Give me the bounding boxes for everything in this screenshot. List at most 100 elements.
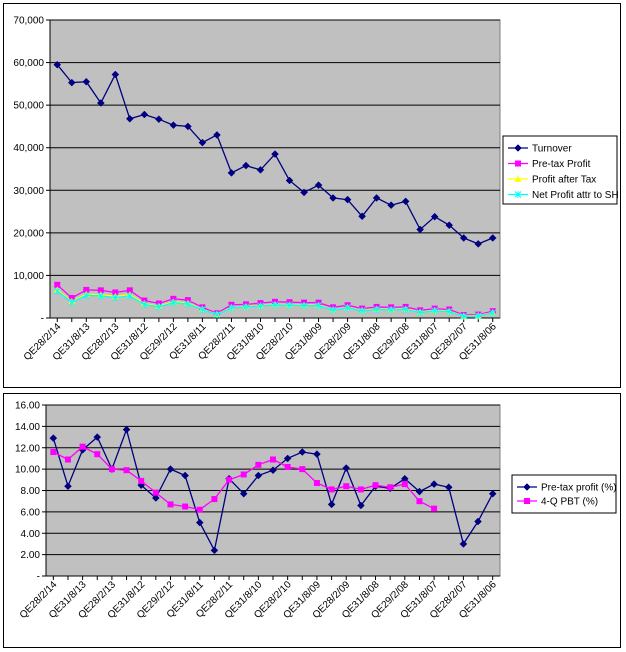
data-point: [155, 115, 163, 124]
data-point: [79, 443, 86, 450]
y-tick-label: 12.00: [15, 443, 40, 454]
y-tick-label: 60,000: [13, 58, 44, 69]
legend-marker: [524, 498, 530, 504]
data-point: [169, 121, 178, 130]
data-point: [327, 500, 336, 509]
data-point: [196, 506, 203, 513]
legend-box: [511, 474, 617, 514]
data-point: [357, 486, 364, 493]
data-point: [343, 195, 352, 204]
data-point: [170, 299, 177, 307]
data-point: [123, 467, 130, 474]
data-point: [213, 311, 221, 319]
data-point: [474, 517, 482, 526]
data-point: [240, 471, 247, 478]
data-point: [211, 496, 218, 503]
data-point: [401, 197, 410, 206]
data-point: [64, 456, 71, 463]
data-point: [184, 122, 192, 131]
data-point: [226, 476, 233, 483]
data-point: [387, 201, 395, 210]
data-point: [284, 463, 291, 470]
data-point: [488, 489, 497, 498]
data-point: [285, 176, 294, 185]
data-point: [402, 305, 409, 313]
data-point: [255, 461, 262, 468]
data-point: [182, 503, 189, 510]
data-point: [152, 489, 159, 496]
legend-label: Pre-tax profit (%): [541, 483, 617, 494]
data-point: [431, 307, 439, 315]
data-point: [329, 194, 337, 202]
data-point: [444, 483, 453, 492]
data-point: [401, 481, 408, 488]
data-point: [227, 168, 236, 177]
data-point: [97, 287, 104, 294]
data-point: [416, 308, 424, 316]
data-point: [140, 110, 149, 119]
data-point: [228, 304, 235, 312]
data-point: [125, 114, 134, 123]
data-point: [94, 451, 101, 458]
data-point: [195, 518, 204, 527]
data-point: [445, 308, 453, 316]
data-point: [254, 471, 263, 480]
data-point: [431, 505, 438, 512]
data-point: [358, 212, 366, 221]
data-point: [138, 477, 145, 484]
data-point: [184, 300, 192, 308]
data-point: [111, 70, 120, 79]
data-point: [97, 292, 105, 300]
legend-marker: [514, 144, 522, 152]
data-point: [298, 448, 307, 456]
data-point: [342, 464, 351, 472]
legend-label: 4-Q PBT (%): [541, 497, 598, 508]
y-tick-label: 70,000: [13, 16, 44, 27]
data-point: [459, 234, 468, 242]
data-point: [93, 433, 102, 441]
data-point: [270, 456, 276, 463]
data-point: [67, 78, 76, 87]
data-point: [126, 292, 134, 300]
data-point: [64, 482, 72, 491]
y-tick-label: 30,000: [13, 186, 44, 197]
plot-area: [49, 19, 501, 319]
data-point: [242, 303, 250, 311]
series-turnover: [53, 60, 497, 248]
data-point: [269, 466, 277, 475]
y-tick-label: 10.00: [15, 465, 40, 476]
data-point: [166, 465, 175, 473]
data-point: [315, 302, 322, 310]
data-point: [198, 138, 207, 147]
data-point: [474, 312, 482, 320]
legend-marker: [523, 483, 531, 491]
data-point: [50, 449, 57, 456]
legend-marker: [514, 175, 522, 182]
data-point: [257, 302, 264, 310]
legend-marker: [515, 160, 521, 167]
data-point: [141, 300, 148, 308]
y-tick-label: 6.00: [21, 507, 41, 518]
y-tick-label: -: [41, 314, 44, 325]
data-point: [96, 99, 105, 107]
data-point: [460, 312, 468, 320]
turnover-profit-chart: - 10,000 20,000 30,000 40,000 50,000 60,000 70,…: [3, 3, 621, 388]
data-point: [373, 305, 380, 313]
data-point: [489, 309, 497, 317]
data-point: [68, 298, 76, 306]
y-tick-label: 40,000: [13, 143, 44, 154]
y-tick-label: 4.00: [21, 529, 41, 540]
series-4-q-pbt: [50, 443, 438, 513]
data-point: [358, 307, 366, 315]
data-point: [430, 480, 438, 488]
series-net-profit-attr-to-sh: [53, 287, 497, 320]
data-point: [210, 546, 219, 555]
legend-box: [502, 135, 618, 205]
data-point: [286, 301, 293, 309]
data-point: [445, 221, 454, 230]
data-point: [415, 487, 424, 496]
y-tick-label: 50,000: [13, 101, 44, 112]
legend-label: Pre-tax Profit: [532, 159, 591, 170]
data-point: [344, 304, 351, 312]
data-point: [387, 484, 394, 491]
